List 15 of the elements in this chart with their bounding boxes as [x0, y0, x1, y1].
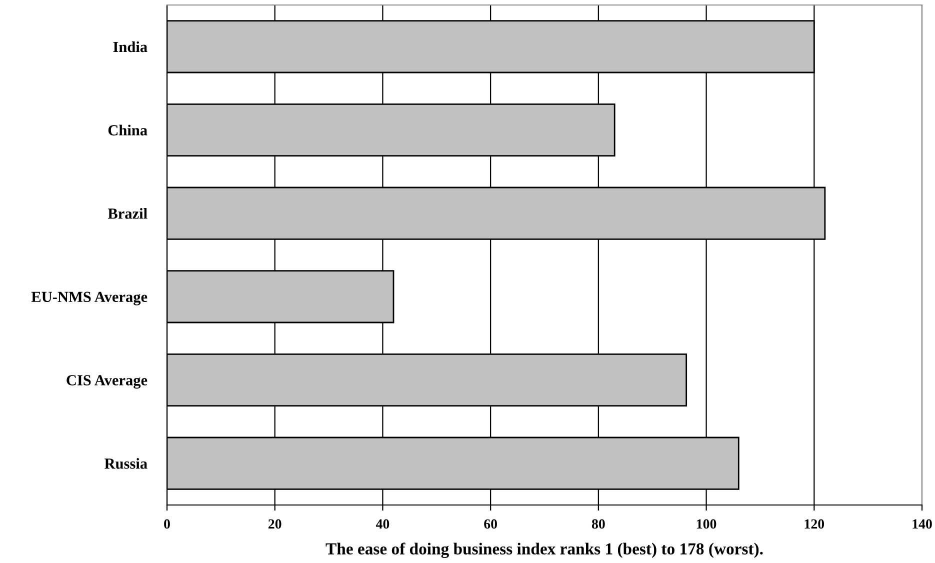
x-tick-label: 140 — [912, 519, 932, 529]
x-tick-label: 100 — [696, 519, 716, 529]
x-tick-label: 60 — [484, 519, 497, 529]
x-axis-title: The ease of doing business index ranks 1 (best) to 178 (worst). — [326, 542, 763, 558]
y-tick-label: Russia — [104, 458, 148, 469]
x-tick-label: 0 — [164, 519, 170, 529]
x-tick-label: 80 — [592, 519, 605, 529]
y-tick-label: CIS Average — [66, 375, 148, 389]
x-tick-label: 120 — [804, 519, 824, 529]
y-tick-label: China — [108, 124, 148, 136]
y-tick-label: India — [113, 41, 148, 52]
y-tick-label: Brazil — [108, 208, 148, 219]
x-tick-label: 40 — [376, 519, 390, 529]
x-tick-label: 20 — [268, 519, 282, 529]
y-tick-label: EU-NMS Average — [31, 292, 148, 306]
